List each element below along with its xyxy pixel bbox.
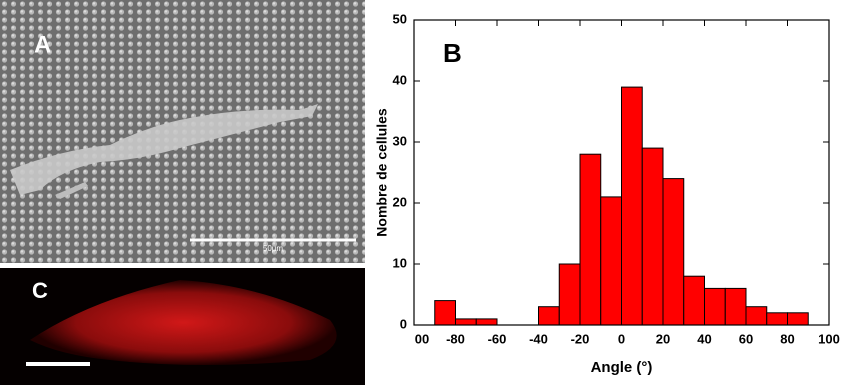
x-tick-label: 80: [780, 331, 794, 346]
bar: [745, 306, 768, 326]
x-tick-label: -60: [488, 331, 507, 346]
bar: [641, 147, 664, 326]
cell: [30, 280, 337, 365]
bar: [683, 275, 705, 326]
x-axis-label: Angle (°): [591, 359, 653, 376]
x-tick-label: 00: [415, 331, 429, 346]
x-tick-label: -40: [529, 331, 548, 346]
scale-text: 50µm: [263, 244, 284, 253]
panel-label: A: [34, 31, 51, 58]
x-tick-label: 20: [656, 331, 670, 346]
panel-label: C: [32, 278, 48, 303]
bar: [724, 287, 747, 326]
panel-c: C: [0, 268, 365, 385]
x-tick-label: 0: [618, 331, 625, 346]
bar: [558, 263, 581, 326]
y-tick-label: 10: [393, 255, 407, 270]
panel-label: B: [443, 38, 462, 68]
y-tick-label: 50: [393, 11, 407, 26]
bar: [662, 178, 685, 326]
bar: [538, 306, 560, 326]
y-tick-label: 20: [393, 194, 407, 209]
bar: [787, 312, 809, 326]
bar: [475, 318, 498, 326]
bar: [600, 196, 622, 326]
x-tick-label: 100: [818, 331, 840, 346]
cell-debris: [55, 182, 88, 199]
x-tick-label: 40: [697, 331, 711, 346]
y-tick-label: 30: [393, 133, 407, 148]
bar: [455, 318, 477, 326]
bar: [766, 312, 788, 326]
x-tick-label: -80: [446, 331, 465, 346]
panel-a: A 50µm: [0, 0, 365, 263]
bar: [579, 153, 602, 326]
bar: [704, 287, 726, 326]
y-tick-label: 0: [400, 316, 407, 331]
y-axis-label: Nombre de cellules: [374, 108, 390, 237]
x-tick-label: 60: [739, 331, 753, 346]
bar: [621, 86, 643, 326]
cell: [10, 104, 318, 195]
chart: 0 10 20 30 40 50 00 -80 -60 -40 -20 0 20 40 60 80 100 Ang…: [374, 11, 840, 376]
y-tick-label: 40: [393, 72, 407, 87]
bar: [434, 300, 456, 326]
x-tick-label: -20: [571, 331, 590, 346]
